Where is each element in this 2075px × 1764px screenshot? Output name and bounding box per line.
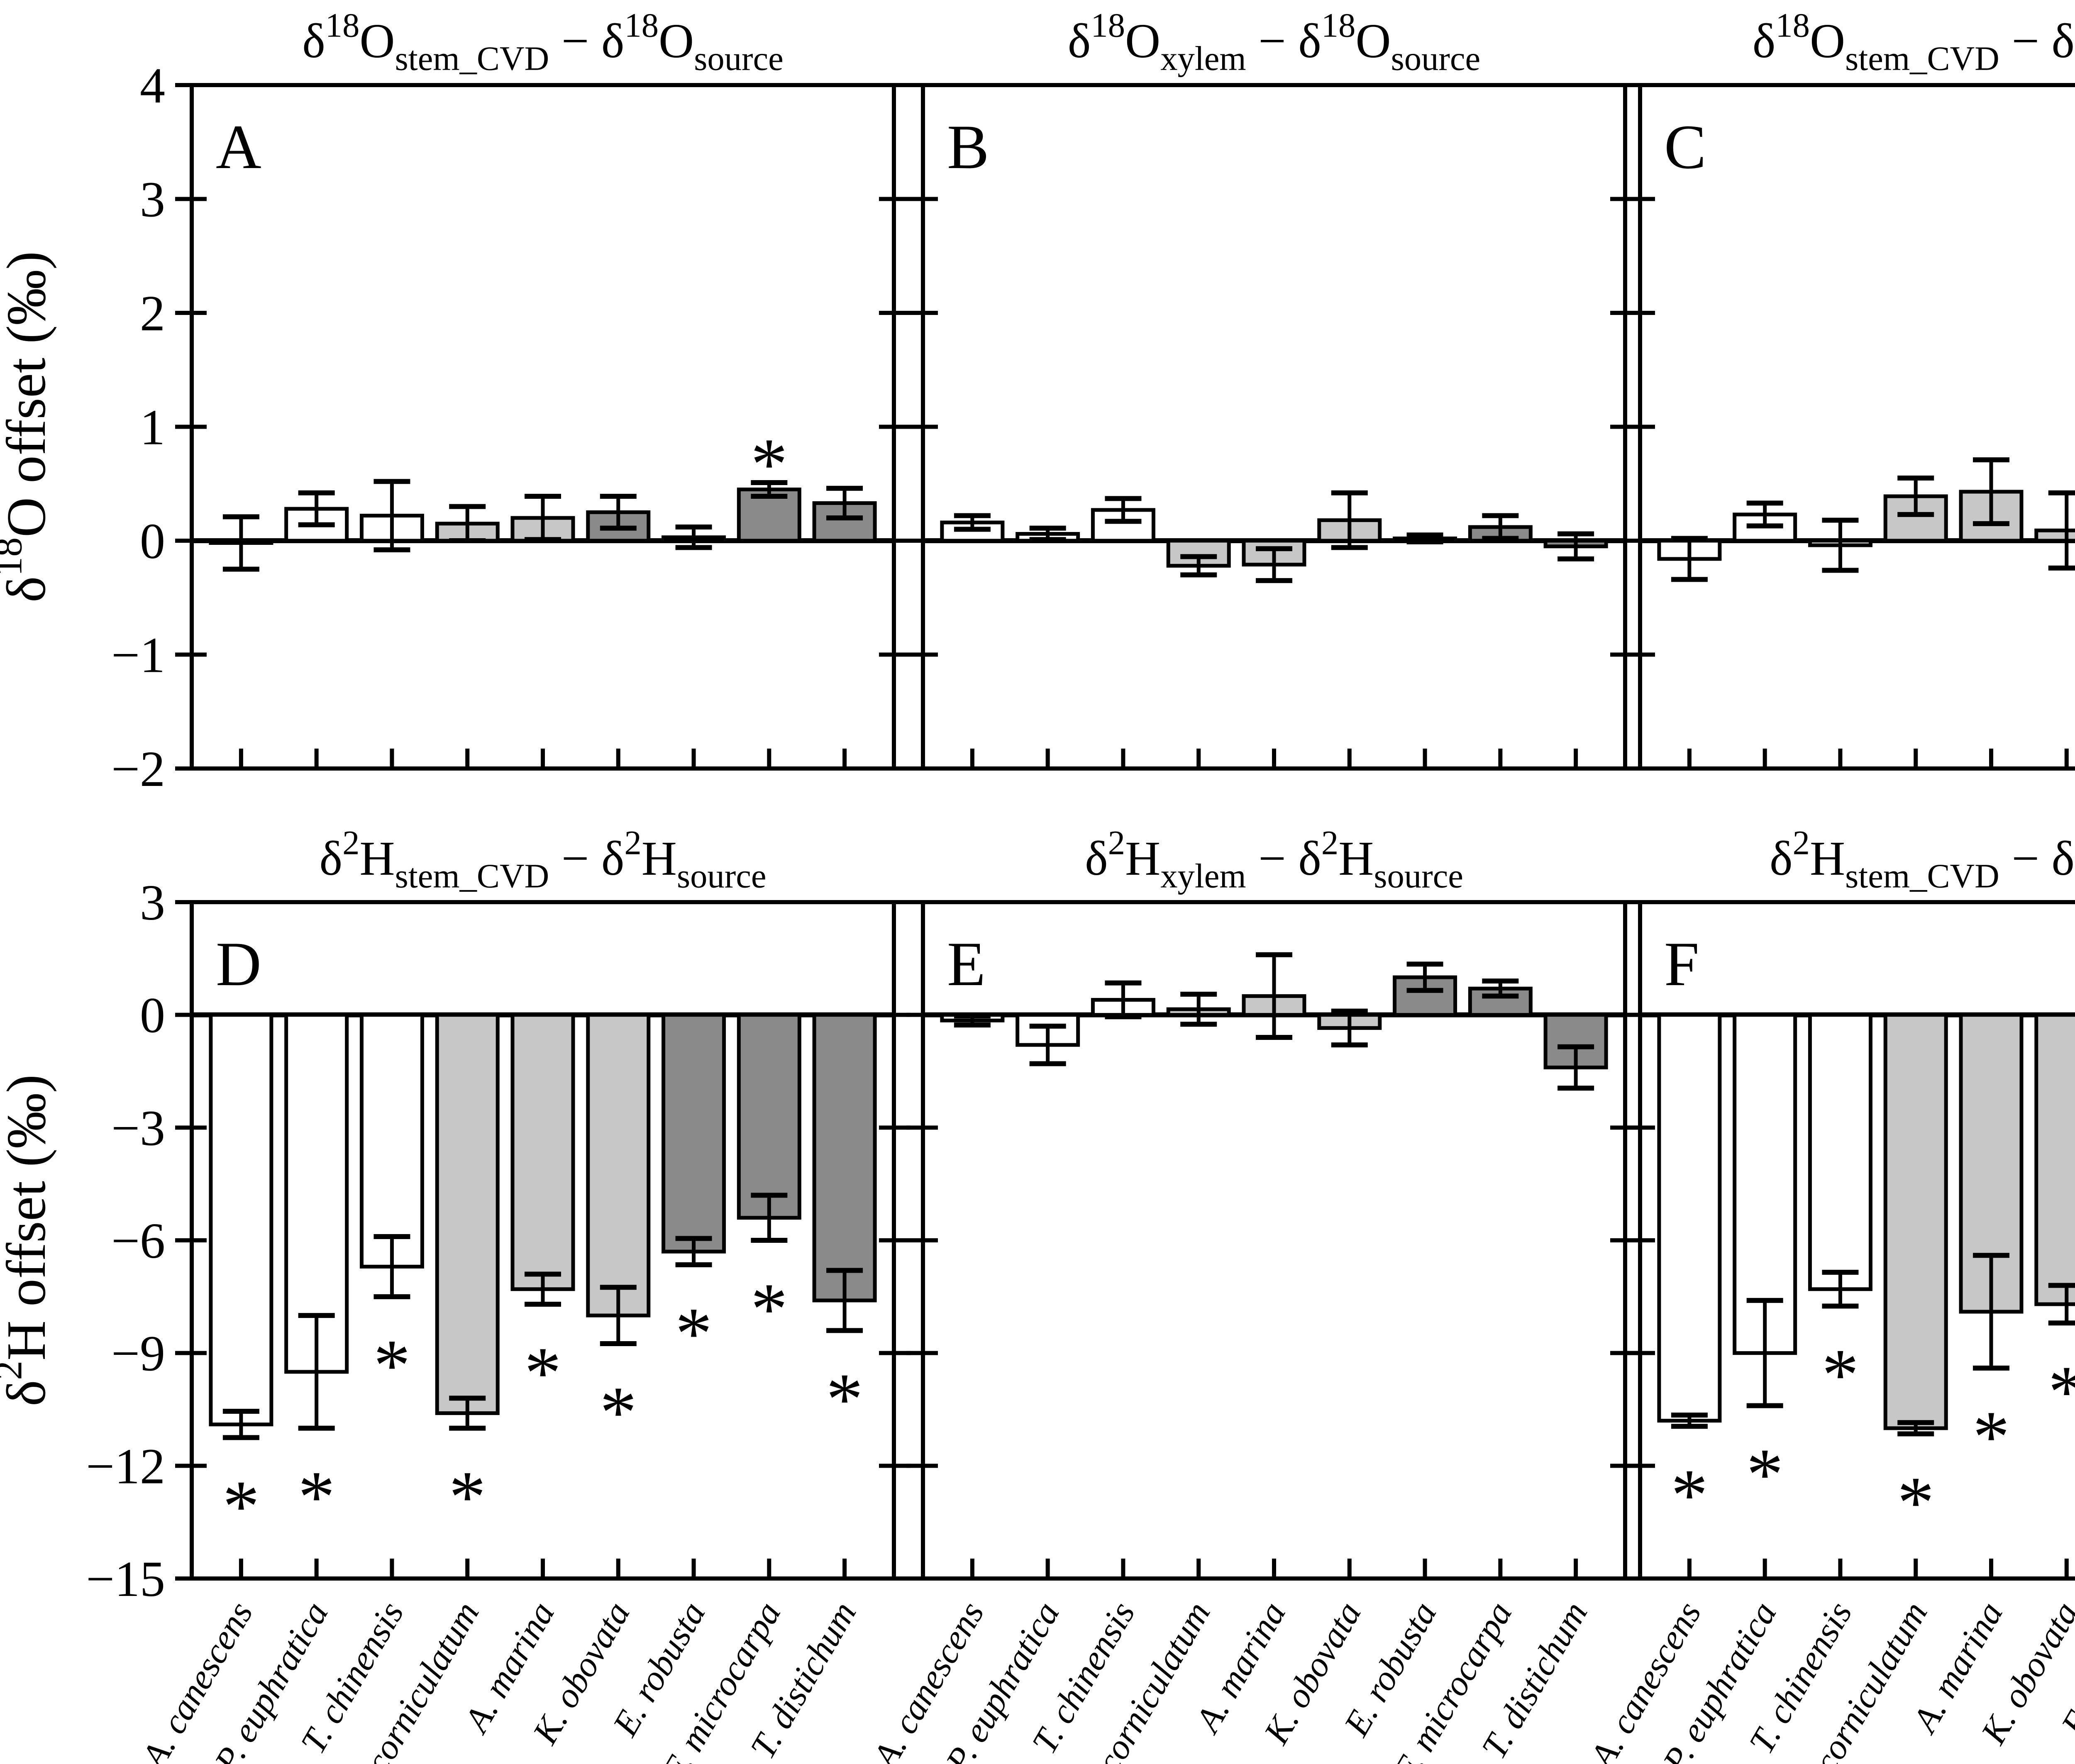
panel-F-title: δ2Hstem_CVD − δ2Hxylem	[1770, 823, 2075, 895]
sig-star-D-9: *	[826, 1358, 863, 1440]
panel-A-title: δ18Ostem_CVD − δ18Osource	[302, 6, 784, 77]
ytick-label-A-1: 1	[140, 400, 165, 456]
sig-star-D-2: *	[298, 1456, 335, 1538]
bar-B-4	[1166, 539, 1231, 568]
ytick-label-D-3: 3	[140, 875, 165, 931]
sig-star-D-7: *	[675, 1292, 712, 1374]
panel-B-title: δ18Oxylem − δ18Osource	[1068, 6, 1480, 77]
ytick-label-D--6: −6	[111, 1213, 165, 1269]
panel-letter-B: B	[947, 112, 989, 182]
panel-C-frame	[1638, 83, 2075, 771]
panel-letter-C: C	[1664, 112, 1706, 182]
panel-letter-E: E	[947, 929, 986, 999]
bar-D-9	[812, 1013, 877, 1303]
sig-star-D-3: *	[374, 1324, 410, 1406]
ytick-label-A-2: 2	[140, 285, 165, 342]
panel-A-frame	[190, 83, 896, 771]
ytick-label-A-0: 0	[140, 513, 165, 569]
panel-D-title: δ2Hstem_CVD − δ2Hsource	[319, 823, 766, 895]
ytick-label-A-3: 3	[140, 172, 165, 228]
y-axis-label-top: δ18O offset (‰)	[0, 251, 57, 603]
sig-star-D-4: *	[449, 1456, 486, 1538]
bar-D-3	[359, 1013, 424, 1269]
bar-F-3	[1808, 1013, 1872, 1291]
bar-D-4	[435, 1013, 500, 1415]
panel-F: *A. canescens*P. euphratica*T. chinensis…	[1581, 900, 2075, 1764]
panel-B: B	[906, 83, 1642, 771]
sig-star-F-6: *	[2048, 1350, 2075, 1432]
sig-star-D-5: *	[525, 1332, 561, 1414]
ytick-label-A--1: −1	[111, 627, 165, 683]
ytick-label-A-4: 4	[140, 58, 165, 114]
bar-F-1	[1657, 1013, 1722, 1423]
bar-F-6	[2034, 1013, 2075, 1306]
bar-D-2	[284, 1013, 349, 1374]
ytick-label-A--2: −2	[111, 741, 165, 797]
panel-D: 30−3−6−9−12−15*A. canescens*P. euphratic…	[86, 875, 911, 1764]
bar-C-6	[2034, 528, 2075, 543]
panel-A: 4 3 2 1 0 −1 −2 * A	[111, 58, 911, 797]
ytick-label-D-0: 0	[140, 988, 165, 1044]
ytick-label-D--3: −3	[111, 1100, 165, 1156]
bar-D-1	[209, 1013, 273, 1427]
bar-D-7	[662, 1013, 726, 1254]
sig-star-D-6: *	[600, 1371, 637, 1453]
panel-letter-F: F	[1664, 929, 1699, 999]
sig-star-D-1: *	[222, 1465, 259, 1547]
bar-F-4	[1883, 1013, 1948, 1430]
ytick-label-D--15: −15	[86, 1551, 165, 1607]
sig-star-F-3: *	[1822, 1333, 1859, 1415]
panel-letter-A: A	[216, 112, 261, 182]
bar-D-8	[737, 1013, 801, 1220]
ytick-label-D--9: −9	[111, 1326, 165, 1382]
y-axis-label-bottom: δ2H offset (‰)	[0, 1074, 57, 1406]
bar-D-5	[510, 1013, 575, 1291]
sig-star-F-4: *	[1897, 1461, 1934, 1543]
panel-letter-D: D	[216, 929, 261, 999]
panel-C: C	[1623, 83, 2075, 771]
panel-C-title: δ18Ostem_CVD − δ18Oxylem	[1753, 6, 2075, 77]
bar-F-2	[1733, 1013, 1797, 1355]
ytick-label-D--12: −12	[86, 1438, 165, 1494]
sig-star-F-5: *	[1973, 1396, 2010, 1478]
panel-E-title: δ2Hxylem − δ2Hsource	[1085, 823, 1463, 895]
bar-D-6	[586, 1013, 651, 1318]
sig-star-D-8: *	[751, 1268, 788, 1350]
panel-B-frame	[921, 83, 1627, 771]
sig-star-F-1: *	[1671, 1454, 1708, 1536]
sig-star-A-8: *	[751, 423, 788, 505]
sig-star-F-2: *	[1746, 1433, 1783, 1515]
